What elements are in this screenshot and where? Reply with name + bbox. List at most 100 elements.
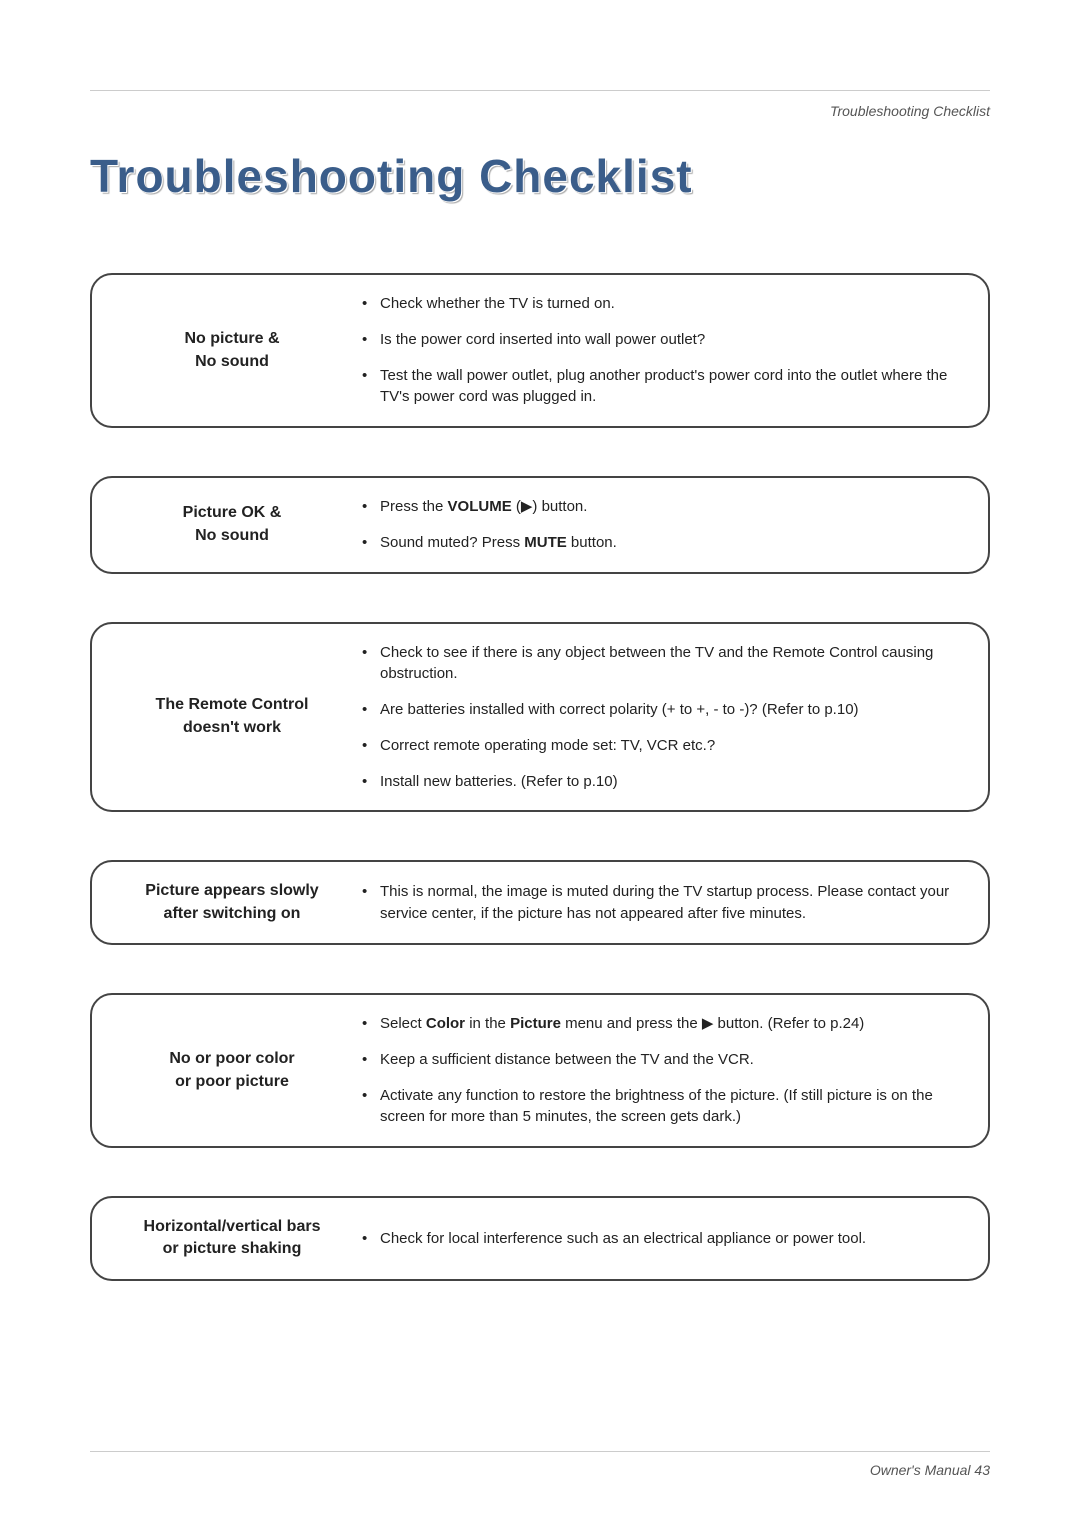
- bullet-icon: •: [362, 329, 380, 351]
- symptom-line: The Remote Control: [110, 694, 354, 716]
- symptom-line: Picture OK &: [110, 502, 354, 524]
- solution-text: Test the wall power outlet, plug another…: [380, 365, 968, 409]
- solution-item: •Activate any function to restore the br…: [362, 1085, 968, 1129]
- bullet-icon: •: [362, 735, 380, 757]
- solutions-list: •Check whether the TV is turned on.•Is t…: [362, 293, 968, 408]
- text-span: in the: [465, 1015, 510, 1032]
- text-span: Select: [380, 1015, 426, 1032]
- issue-box: Picture appears slowlyafter switching on…: [90, 860, 990, 945]
- bold-span: Color: [426, 1015, 465, 1032]
- bullet-icon: •: [362, 642, 380, 686]
- issue-box: No or poor coloror poor picture•Select C…: [90, 993, 990, 1148]
- issue-box: Horizontal/vertical barsor picture shaki…: [90, 1196, 990, 1281]
- symptom-label: No or poor coloror poor picture: [102, 1048, 362, 1093]
- solution-text: Correct remote operating mode set: TV, V…: [380, 735, 968, 757]
- text-span: button.: [567, 534, 617, 551]
- bullet-icon: •: [362, 293, 380, 315]
- solution-item: •Sound muted? Press MUTE button.: [362, 532, 968, 554]
- bullet-icon: •: [362, 365, 380, 409]
- solutions-list: •Check to see if there is any object bet…: [362, 642, 968, 793]
- solution-text: Install new batteries. (Refer to p.10): [380, 771, 968, 793]
- text-span: Are batteries installed with correct pol…: [380, 701, 859, 718]
- solution-text: Activate any function to restore the bri…: [380, 1085, 968, 1129]
- symptom-line: after switching on: [110, 903, 354, 925]
- solution-text: Keep a sufficient distance between the T…: [380, 1049, 968, 1071]
- footer: Owner's Manual 43: [90, 1451, 990, 1478]
- symptom-line: No picture &: [110, 328, 354, 350]
- bullet-icon: •: [362, 1049, 380, 1071]
- solution-item: •Check whether the TV is turned on.: [362, 293, 968, 315]
- bullet-icon: •: [362, 496, 380, 518]
- symptom-line: doesn't work: [110, 717, 354, 739]
- solution-text: Sound muted? Press MUTE button.: [380, 532, 968, 554]
- symptom-line: Picture appears slowly: [110, 880, 354, 902]
- solutions-list: •Check for local interference such as an…: [362, 1228, 968, 1250]
- solutions-list: •Press the VOLUME (▶) button.•Sound mute…: [362, 496, 968, 554]
- solution-text: Check whether the TV is turned on.: [380, 293, 968, 315]
- symptom-line: No or poor color: [110, 1048, 354, 1070]
- bold-span: MUTE: [524, 534, 567, 551]
- solution-text: Check for local interference such as an …: [380, 1228, 968, 1250]
- footer-rule: [90, 1451, 990, 1452]
- symptom-line: or poor picture: [110, 1071, 354, 1093]
- text-span: menu and press the ▶ button. (Refer to p…: [561, 1015, 864, 1032]
- text-span: Test the wall power outlet, plug another…: [380, 367, 947, 406]
- solution-text: Is the power cord inserted into wall pow…: [380, 329, 968, 351]
- symptom-label: Horizontal/vertical barsor picture shaki…: [102, 1216, 362, 1261]
- solutions-list: •This is normal, the image is muted duri…: [362, 881, 968, 925]
- symptom-label: No picture &No sound: [102, 328, 362, 373]
- solution-item: •Are batteries installed with correct po…: [362, 699, 968, 721]
- bold-span: Picture: [510, 1015, 561, 1032]
- solution-text: Press the VOLUME (▶) button.: [380, 496, 968, 518]
- bullet-icon: •: [362, 532, 380, 554]
- footer-text: Owner's Manual 43: [90, 1462, 990, 1478]
- solution-item: •This is normal, the image is muted duri…: [362, 881, 968, 925]
- symptom-line: No sound: [110, 525, 354, 547]
- bullet-icon: •: [362, 881, 380, 925]
- solution-item: •Check to see if there is any object bet…: [362, 642, 968, 686]
- issues-container: No picture &No sound•Check whether the T…: [90, 273, 990, 1281]
- solution-text: Check to see if there is any object betw…: [380, 642, 968, 686]
- solution-item: •Select Color in the Picture menu and pr…: [362, 1013, 968, 1035]
- text-span: Correct remote operating mode set: TV, V…: [380, 737, 715, 754]
- text-span: Is the power cord inserted into wall pow…: [380, 331, 705, 348]
- header-rule: [90, 90, 990, 91]
- text-span: Activate any function to restore the bri…: [380, 1087, 933, 1126]
- symptom-label: Picture appears slowlyafter switching on: [102, 880, 362, 925]
- bullet-icon: •: [362, 1013, 380, 1035]
- solution-text: Are batteries installed with correct pol…: [380, 699, 968, 721]
- solution-item: •Correct remote operating mode set: TV, …: [362, 735, 968, 757]
- solution-text: This is normal, the image is muted durin…: [380, 881, 968, 925]
- solution-item: •Install new batteries. (Refer to p.10): [362, 771, 968, 793]
- bullet-icon: •: [362, 699, 380, 721]
- text-span: Check whether the TV is turned on.: [380, 295, 615, 312]
- symptom-label: Picture OK &No sound: [102, 502, 362, 547]
- solution-item: •Press the VOLUME (▶) button.: [362, 496, 968, 518]
- solution-item: •Test the wall power outlet, plug anothe…: [362, 365, 968, 409]
- solution-item: •Check for local interference such as an…: [362, 1228, 968, 1250]
- symptom-line: or picture shaking: [110, 1238, 354, 1260]
- text-span: Check for local interference such as an …: [380, 1230, 866, 1247]
- text-span: Install new batteries. (Refer to p.10): [380, 773, 618, 790]
- text-span: This is normal, the image is muted durin…: [380, 883, 949, 922]
- solutions-list: •Select Color in the Picture menu and pr…: [362, 1013, 968, 1128]
- header-label: Troubleshooting Checklist: [90, 103, 990, 119]
- solution-item: •Is the power cord inserted into wall po…: [362, 329, 968, 351]
- text-span: (▶) button.: [512, 498, 588, 515]
- page-title: Troubleshooting Checklist: [90, 149, 990, 203]
- bullet-icon: •: [362, 771, 380, 793]
- solution-text: Select Color in the Picture menu and pre…: [380, 1013, 968, 1035]
- issue-box: The Remote Controldoesn't work•Check to …: [90, 622, 990, 813]
- issue-box: No picture &No sound•Check whether the T…: [90, 273, 990, 428]
- text-span: Keep a sufficient distance between the T…: [380, 1051, 754, 1068]
- bullet-icon: •: [362, 1085, 380, 1129]
- text-span: Check to see if there is any object betw…: [380, 644, 933, 683]
- symptom-line: No sound: [110, 351, 354, 373]
- solution-item: •Keep a sufficient distance between the …: [362, 1049, 968, 1071]
- text-span: Press the: [380, 498, 448, 515]
- bold-span: VOLUME: [448, 498, 512, 515]
- bullet-icon: •: [362, 1228, 380, 1250]
- text-span: Sound muted? Press: [380, 534, 524, 551]
- issue-box: Picture OK &No sound•Press the VOLUME (▶…: [90, 476, 990, 574]
- symptom-line: Horizontal/vertical bars: [110, 1216, 354, 1238]
